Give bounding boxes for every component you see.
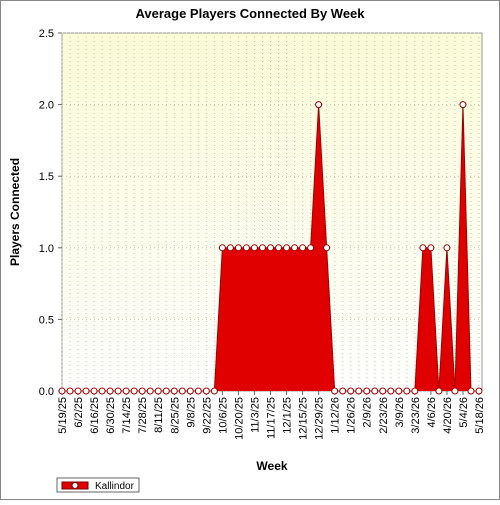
data-point <box>122 387 130 395</box>
data-point <box>363 387 371 395</box>
data-point <box>451 387 459 395</box>
data-point <box>234 244 242 252</box>
data-point <box>58 387 66 395</box>
x-tick-label: 5/4/26 <box>458 397 470 428</box>
x-tick-label: 4/20/26 <box>442 397 454 434</box>
y-tick-label: 0.5 <box>39 314 54 326</box>
y-tick-label: 1.5 <box>39 171 54 183</box>
chart-title: Average Players Connected By Week <box>135 6 365 21</box>
data-point <box>130 387 138 395</box>
x-tick-label: 7/14/25 <box>121 397 133 434</box>
x-tick-label: 5/18/26 <box>474 397 486 434</box>
data-point <box>194 387 202 395</box>
x-tick-label: 2/23/26 <box>378 397 390 434</box>
x-tick-label: 11/17/25 <box>266 397 278 439</box>
data-point <box>371 387 379 395</box>
data-point <box>459 101 467 109</box>
x-tick-label: 10/20/25 <box>233 397 245 440</box>
data-point <box>74 387 82 395</box>
data-point <box>170 387 178 395</box>
data-point <box>427 244 435 252</box>
data-point <box>258 244 266 252</box>
data-point <box>283 244 291 252</box>
y-tick-label: 2.5 <box>39 28 54 40</box>
data-point <box>355 387 363 395</box>
y-tick-label: 0.0 <box>39 386 54 398</box>
x-axis-label: Week <box>256 459 287 473</box>
data-point <box>323 244 331 252</box>
x-tick-label: 5/19/25 <box>57 397 69 434</box>
data-point <box>411 387 419 395</box>
data-point <box>275 244 283 252</box>
data-point <box>347 387 355 395</box>
data-point <box>267 244 274 252</box>
y-axis-label: Players Connected <box>8 158 22 266</box>
x-tick-label: 1/12/26 <box>330 397 342 434</box>
x-tick-label: 6/16/25 <box>89 397 101 434</box>
x-tick-label: 9/8/25 <box>185 397 197 428</box>
x-tick-label: 4/6/26 <box>426 397 438 428</box>
x-tick-label: 6/30/25 <box>105 397 117 434</box>
x-tick-label: 1/26/26 <box>346 397 358 434</box>
data-point <box>226 244 234 252</box>
data-point <box>467 387 475 395</box>
data-point <box>66 387 74 395</box>
data-point <box>138 387 146 395</box>
x-tick-label: 11/3/25 <box>249 397 261 433</box>
data-point <box>315 101 323 109</box>
data-point <box>339 387 347 395</box>
data-point <box>419 244 427 252</box>
data-point <box>443 244 451 252</box>
data-point <box>307 244 315 252</box>
data-point <box>98 387 106 395</box>
data-point <box>475 387 483 395</box>
data-point <box>242 244 250 252</box>
x-tick-label: 12/29/25 <box>314 397 326 440</box>
x-tick-label: 12/1/25 <box>282 397 294 434</box>
data-point <box>210 387 218 395</box>
x-tick-label: 6/2/25 <box>73 397 85 428</box>
y-tick-label: 2.0 <box>39 100 54 112</box>
data-point <box>178 387 186 395</box>
data-point <box>106 387 114 395</box>
data-point <box>403 387 411 395</box>
x-tick-label: 8/11/25 <box>153 397 165 433</box>
data-point <box>435 387 443 395</box>
y-tick-label: 1.0 <box>39 243 54 255</box>
x-tick-label: 12/15/25 <box>298 397 310 440</box>
legend-label: Kallindor <box>95 481 135 492</box>
data-point <box>379 387 387 395</box>
data-point <box>202 387 210 395</box>
data-point <box>146 387 154 395</box>
data-point <box>299 244 307 252</box>
legend-marker <box>71 482 79 489</box>
data-point <box>387 387 395 395</box>
data-point <box>154 387 162 395</box>
data-point <box>291 244 299 252</box>
data-point <box>250 244 258 252</box>
data-point <box>162 387 170 395</box>
x-tick-label: 10/6/25 <box>217 397 229 434</box>
x-tick-label: 3/23/26 <box>410 397 422 434</box>
data-point <box>90 387 98 395</box>
data-point <box>114 387 122 395</box>
x-tick-label: 2/9/26 <box>362 397 374 428</box>
x-tick-label: 9/22/25 <box>201 397 213 434</box>
data-point <box>186 387 194 395</box>
x-tick-label: 3/9/26 <box>394 397 406 428</box>
x-tick-label: 7/28/25 <box>137 397 149 434</box>
x-tick-label: 8/25/25 <box>169 397 181 434</box>
data-point <box>331 387 339 395</box>
data-point <box>395 387 403 395</box>
data-point <box>218 244 226 252</box>
data-point <box>82 387 90 395</box>
